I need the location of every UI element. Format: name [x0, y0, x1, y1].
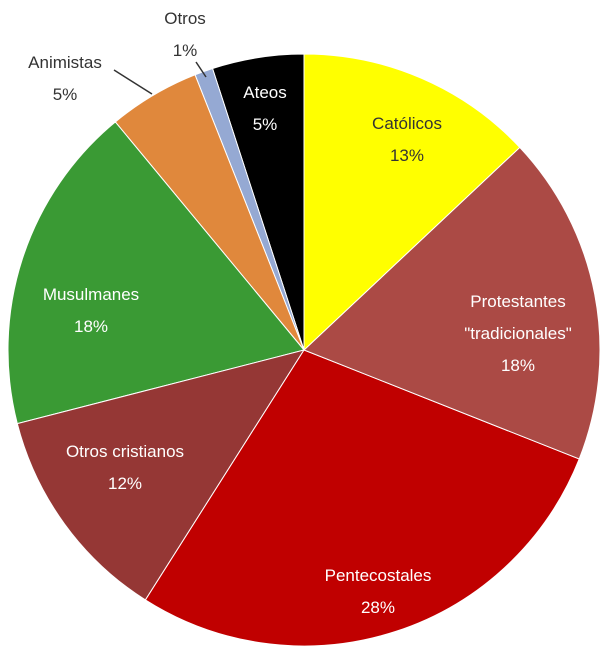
- slice-label: Protestantes "tradicionales" 18%: [464, 286, 572, 382]
- slice-label: Otros 1%: [164, 3, 206, 67]
- pie-slice: [303, 146, 601, 460]
- value-label: 28%: [360, 598, 396, 617]
- category-label: Otros: [164, 9, 206, 28]
- value-label: 1%: [172, 41, 198, 60]
- slice-label: Ateos 5%: [243, 77, 286, 141]
- pie-slice: [303, 53, 521, 352]
- pie-slice: [16, 349, 306, 601]
- pie-slice: [144, 349, 580, 647]
- value-label: 12%: [107, 474, 143, 493]
- slice-label: Musulmanes 18%: [43, 279, 139, 343]
- leader-line: [113, 69, 153, 95]
- value-label: 13%: [389, 146, 425, 165]
- pie-slice: [7, 121, 305, 425]
- value-label: 5%: [52, 85, 78, 104]
- slice-label: Otros cristianos 12%: [66, 436, 184, 500]
- category-label: Animistas: [28, 53, 102, 72]
- value-label: 18%: [500, 356, 536, 375]
- leader-line: [195, 61, 207, 78]
- slice-label: Animistas 5%: [28, 47, 102, 111]
- category-label: Protestantes "tradicionales": [464, 292, 572, 343]
- slice-label: Pentecostales 28%: [325, 560, 432, 624]
- value-label: 18%: [73, 317, 109, 336]
- value-label: 5%: [252, 115, 278, 134]
- slice-label: Católicos 13%: [372, 108, 442, 172]
- category-label: Católicos: [372, 114, 442, 133]
- category-label: Otros cristianos: [65, 442, 185, 461]
- category-label: Pentecostales: [324, 566, 432, 585]
- category-label: Ateos: [243, 83, 287, 102]
- category-label: Musulmanes: [42, 285, 140, 304]
